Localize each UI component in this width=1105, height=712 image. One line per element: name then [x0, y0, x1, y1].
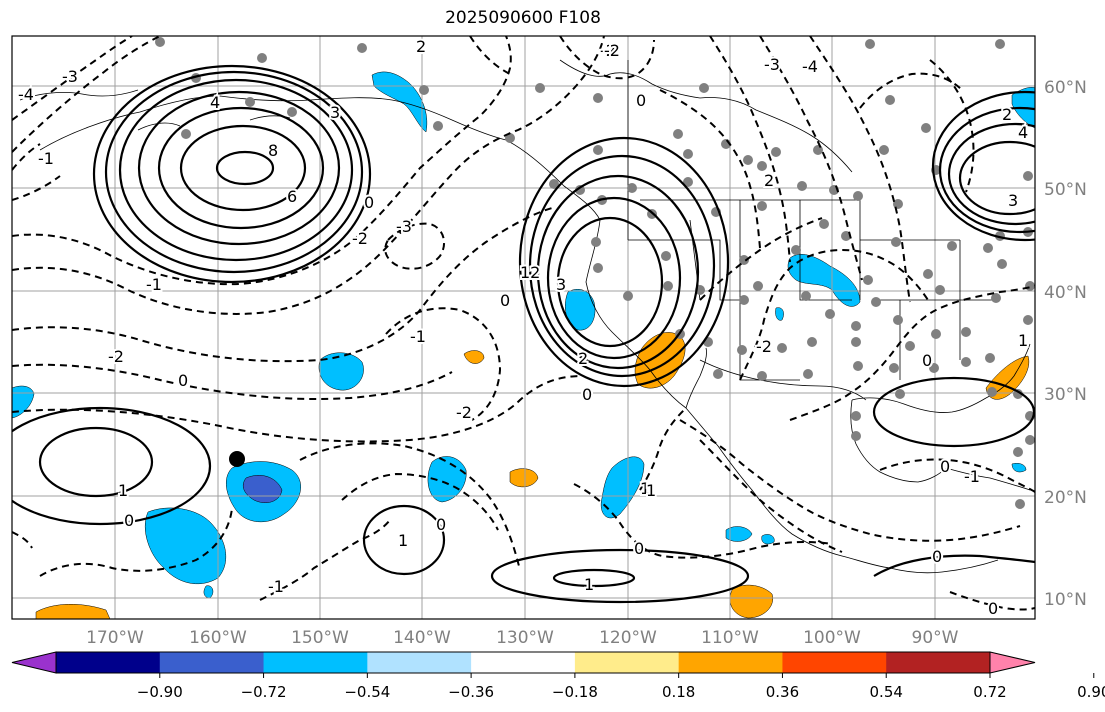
- lon-label: 170°W: [86, 628, 144, 648]
- contour-label: -4: [802, 57, 818, 76]
- lat-axis: 60°N 50°N 40°N 30°N 20°N 10°N: [1044, 78, 1087, 610]
- contour-label: -3: [62, 67, 78, 86]
- contour-label: -1: [146, 275, 162, 294]
- contour-label: 0: [178, 371, 188, 390]
- negative-contours: [12, 36, 1035, 611]
- contour-label: -3: [764, 55, 780, 74]
- colorbar-cell: [56, 652, 161, 673]
- colorbar-extend-low: [11, 651, 57, 674]
- colorbar-label: 0.72: [973, 683, 1006, 701]
- map-panel: 8 6 4 3 3 12 2 3 4 2 -2 -3 -4 -3 -1 -2 -…: [12, 36, 1035, 619]
- contour-label: 6: [287, 187, 297, 206]
- contour-label: 1: [646, 481, 656, 500]
- contour-label: 0: [582, 385, 592, 404]
- lon-label: 110°W: [701, 628, 759, 648]
- lat-label: 10°N: [1044, 590, 1087, 610]
- lat-label: 20°N: [1044, 488, 1087, 508]
- contour-label: 1: [640, 479, 650, 498]
- contour-label: 2: [416, 37, 426, 56]
- contour-label: 0: [922, 351, 932, 370]
- map-frame: [11, 35, 1036, 620]
- contour-label: -2: [604, 41, 620, 60]
- colorbar-label: −0.90: [137, 683, 183, 701]
- colorbar-cell: [574, 652, 680, 673]
- contour-label: 2: [1002, 105, 1012, 124]
- contour-label: 4: [1018, 123, 1028, 142]
- contour-label: 1: [584, 575, 594, 594]
- contour-label: 12: [520, 263, 540, 282]
- contour-label: 0: [988, 599, 998, 618]
- contour-label: 0: [940, 457, 950, 476]
- colorbar-cell: [159, 652, 265, 673]
- positive-contours: [12, 64, 1035, 604]
- colorbar-label: −0.18: [552, 683, 598, 701]
- colorbar-label: −0.36: [448, 683, 494, 701]
- lat-label: 50°N: [1044, 180, 1087, 200]
- contour-label: 2: [578, 349, 588, 368]
- storm-center-marker: [229, 451, 245, 467]
- colorbar-cell: [367, 652, 472, 673]
- contour-label: 2: [764, 171, 774, 190]
- contour-label: -2: [600, 41, 616, 60]
- lat-label: 30°N: [1044, 385, 1087, 405]
- contour-label: -1: [964, 467, 980, 486]
- contour-label: -4: [18, 85, 34, 104]
- contour-label: -2: [352, 229, 368, 248]
- lon-label: 120°W: [599, 628, 657, 648]
- contour-label: -2: [108, 347, 124, 366]
- lon-label: 150°W: [291, 628, 349, 648]
- contour-label: 3: [556, 275, 566, 294]
- contour-label: 1: [398, 531, 408, 550]
- colorbar: −0.90 −0.72 −0.54 −0.36 −0.18 0.18 0.36 0.54 0.7…: [11, 651, 1105, 701]
- colorbar-label: 0.36: [766, 683, 799, 701]
- colorbar-cell: [263, 652, 368, 673]
- contour-label: 1: [1018, 331, 1028, 350]
- contour-label: 1: [118, 481, 128, 500]
- colorbar-label: 0.18: [662, 683, 695, 701]
- contour-label: 3: [1008, 191, 1018, 210]
- contour-label: -3: [396, 217, 412, 236]
- contour-labels: 8 6 4 3 3 12 2 3 4 2 -2 -3 -4 -3 -1 -2 -…: [16, 36, 1030, 619]
- lon-label: 140°W: [393, 628, 451, 648]
- colorbar-cell: [782, 652, 887, 673]
- contour-label: -2: [756, 337, 772, 356]
- lon-axis: 170°W 160°W 150°W 140°W 130°W 120°W 110°…: [86, 628, 959, 648]
- contour-label: -1: [38, 149, 54, 168]
- contour-label: 4: [210, 93, 220, 112]
- lon-label: 130°W: [496, 628, 554, 648]
- lon-label: 160°W: [189, 628, 247, 648]
- contour-label: 0: [636, 91, 646, 110]
- contour-label: 0: [364, 193, 374, 212]
- shaded-field: [12, 71, 1035, 619]
- colorbar-label: −0.72: [241, 683, 287, 701]
- colorbar-extend-high: [989, 651, 1036, 674]
- contour-label: 0: [932, 547, 942, 566]
- lat-label: 60°N: [1044, 78, 1087, 98]
- colorbar-cell: [678, 652, 783, 673]
- contour-label: -2: [456, 403, 472, 422]
- colorbar-cell: [886, 652, 991, 673]
- lon-label: 100°W: [803, 628, 861, 648]
- colorbar-label: 0.90: [1077, 683, 1105, 701]
- contour-label: 0: [634, 539, 644, 558]
- station-markers: [155, 37, 1035, 509]
- colorbar-cell: [471, 652, 576, 673]
- lon-label: 90°W: [912, 628, 959, 648]
- colorbar-label: 0.54: [870, 683, 903, 701]
- map-title: 2025090600 F108: [445, 8, 601, 28]
- contour-label: 0: [436, 515, 446, 534]
- colorbar-outline: [55, 651, 991, 674]
- contour-label: 3: [330, 103, 340, 122]
- contour-label: 8: [268, 141, 278, 160]
- colorbar-label: −0.54: [344, 683, 390, 701]
- contour-label: 0: [500, 291, 510, 310]
- lat-label: 40°N: [1044, 283, 1087, 303]
- contour-label: 0: [124, 511, 134, 530]
- contour-label: -1: [410, 327, 426, 346]
- contour-label: -1: [268, 577, 284, 596]
